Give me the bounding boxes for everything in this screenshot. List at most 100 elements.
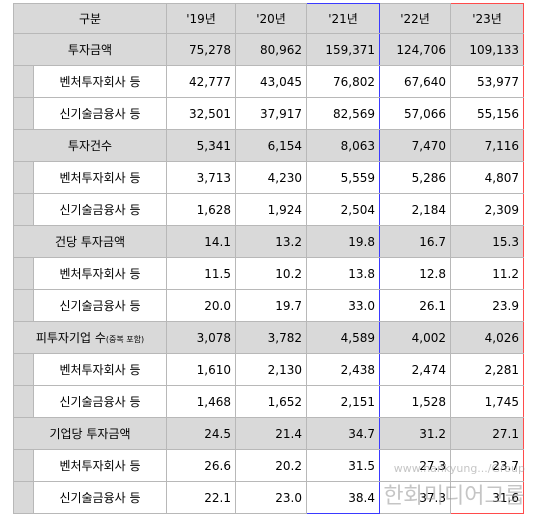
value-2019-cell: 20.0	[166, 289, 236, 322]
value-2022-cell: 2,474	[379, 353, 451, 386]
value-2020-cell: 1,924	[235, 193, 307, 226]
indent-cell	[13, 449, 34, 482]
value-2023-cell: 31.6	[450, 481, 524, 514]
value-2022-cell: 27.3	[379, 449, 451, 482]
value-2023-cell: 11.2	[450, 257, 524, 290]
value-2021-cell: 2,504	[306, 193, 380, 226]
value-2019-cell: 32,501	[166, 97, 236, 130]
group-label: 투자금액	[13, 33, 167, 66]
total-2021-cell: 4,589	[306, 321, 380, 354]
value-2019-cell: 11.5	[166, 257, 236, 290]
sub-label: 벤처투자회사 등	[33, 257, 167, 290]
total-2020-cell: 80,962	[235, 33, 307, 66]
sub-label: 벤처투자회사 등	[33, 353, 167, 386]
value-2020-cell: 10.2	[235, 257, 307, 290]
value-2019-cell: 22.1	[166, 481, 236, 514]
total-2019-cell: 24.5	[166, 417, 236, 450]
value-2019-cell: 26.6	[166, 449, 236, 482]
indent-cell	[13, 481, 34, 514]
value-2020-cell: 20.2	[235, 449, 307, 482]
sub-row: 벤처투자회사 등 3,713 4,230 5,559 5,286 4,807	[13, 161, 524, 194]
total-2021-cell: 19.8	[306, 225, 380, 258]
indent-cell	[13, 65, 34, 98]
header-2021: '21년	[306, 3, 380, 34]
value-2023-cell: 55,156	[450, 97, 524, 130]
sub-label: 벤처투자회사 등	[33, 449, 167, 482]
value-2019-cell: 42,777	[166, 65, 236, 98]
total-2023-cell: 15.3	[450, 225, 524, 258]
value-2022-cell: 57,066	[379, 97, 451, 130]
investment-table: 구분 '19년 '20년 '21년 '22년 '23년 투자금액 75,278 80…	[13, 3, 524, 514]
value-2020-cell: 4,230	[235, 161, 307, 194]
header-2023: '23년	[450, 3, 524, 34]
total-2021-cell: 34.7	[306, 417, 380, 450]
value-2021-cell: 5,559	[306, 161, 380, 194]
value-2022-cell: 67,640	[379, 65, 451, 98]
value-2019-cell: 1,628	[166, 193, 236, 226]
group-label-text: 투자금액	[67, 43, 113, 57]
indent-cell	[13, 97, 34, 130]
group-row: 투자금액 75,278 80,962 159,371 124,706 109,133	[13, 33, 524, 66]
sub-row: 벤처투자회사 등 1,610 2,130 2,438 2,474 2,281	[13, 353, 524, 386]
indent-cell	[13, 289, 34, 322]
value-2021-cell: 2,151	[306, 385, 380, 418]
value-2023-cell: 2,281	[450, 353, 524, 386]
total-2021-cell: 8,063	[306, 129, 380, 162]
total-2023-cell: 27.1	[450, 417, 524, 450]
value-2022-cell: 26.1	[379, 289, 451, 322]
value-2020-cell: 2,130	[235, 353, 307, 386]
value-2023-cell: 2,309	[450, 193, 524, 226]
total-2021-cell: 159,371	[306, 33, 380, 66]
value-2019-cell: 1,468	[166, 385, 236, 418]
group-label-text: 기업당 투자금액	[49, 427, 131, 441]
sub-label: 벤처투자회사 등	[33, 161, 167, 194]
group-label-text: 피투자기업 수	[35, 331, 106, 345]
total-2022-cell: 4,002	[379, 321, 451, 354]
value-2019-cell: 1,610	[166, 353, 236, 386]
indent-cell	[13, 353, 34, 386]
sub-row: 신기술금융사 등 20.0 19.7 33.0 26.1 23.9	[13, 289, 524, 322]
group-label-text: 투자건수	[67, 139, 113, 153]
total-2022-cell: 31.2	[379, 417, 451, 450]
sub-label: 벤처투자회사 등	[33, 65, 167, 98]
total-2022-cell: 7,470	[379, 129, 451, 162]
total-2020-cell: 21.4	[235, 417, 307, 450]
total-2019-cell: 3,078	[166, 321, 236, 354]
value-2020-cell: 1,652	[235, 385, 307, 418]
sub-label: 신기술금융사 등	[33, 97, 167, 130]
total-2020-cell: 3,782	[235, 321, 307, 354]
value-2021-cell: 82,569	[306, 97, 380, 130]
group-label: 투자건수	[13, 129, 167, 162]
value-2023-cell: 23.7	[450, 449, 524, 482]
total-2019-cell: 75,278	[166, 33, 236, 66]
group-row: 건당 투자금액 14.1 13.2 19.8 16.7 15.3	[13, 225, 524, 258]
value-2020-cell: 37,917	[235, 97, 307, 130]
group-label-text: 건당 투자금액	[54, 235, 126, 249]
indent-cell	[13, 385, 34, 418]
group-label-note: (중복 포함)	[105, 335, 145, 344]
value-2020-cell: 43,045	[235, 65, 307, 98]
value-2022-cell: 2,184	[379, 193, 451, 226]
value-2023-cell: 1,745	[450, 385, 524, 418]
sub-row: 신기술금융사 등 1,468 1,652 2,151 1,528 1,745	[13, 385, 524, 418]
total-2022-cell: 124,706	[379, 33, 451, 66]
indent-cell	[13, 257, 34, 290]
indent-cell	[13, 161, 34, 194]
header-2019: '19년	[166, 3, 236, 34]
total-2019-cell: 14.1	[166, 225, 236, 258]
header-2020: '20년	[235, 3, 307, 34]
sub-row: 벤처투자회사 등 26.6 20.2 31.5 27.3 23.7	[13, 449, 524, 482]
value-2021-cell: 76,802	[306, 65, 380, 98]
value-2019-cell: 3,713	[166, 161, 236, 194]
value-2023-cell: 4,807	[450, 161, 524, 194]
sub-row: 신기술금융사 등 32,501 37,917 82,569 57,066 55,156	[13, 97, 524, 130]
total-2022-cell: 16.7	[379, 225, 451, 258]
group-row: 피투자기업 수(중복 포함) 3,078 3,782 4,589 4,002 4,026	[13, 321, 524, 354]
group-label: 피투자기업 수(중복 포함)	[13, 321, 167, 354]
value-2022-cell: 12.8	[379, 257, 451, 290]
header-row: 구분 '19년 '20년 '21년 '22년 '23년	[13, 3, 524, 34]
sub-row: 벤처투자회사 등 11.5 10.2 13.8 12.8 11.2	[13, 257, 524, 290]
value-2021-cell: 38.4	[306, 481, 380, 514]
total-2023-cell: 4,026	[450, 321, 524, 354]
group-label: 건당 투자금액	[13, 225, 167, 258]
